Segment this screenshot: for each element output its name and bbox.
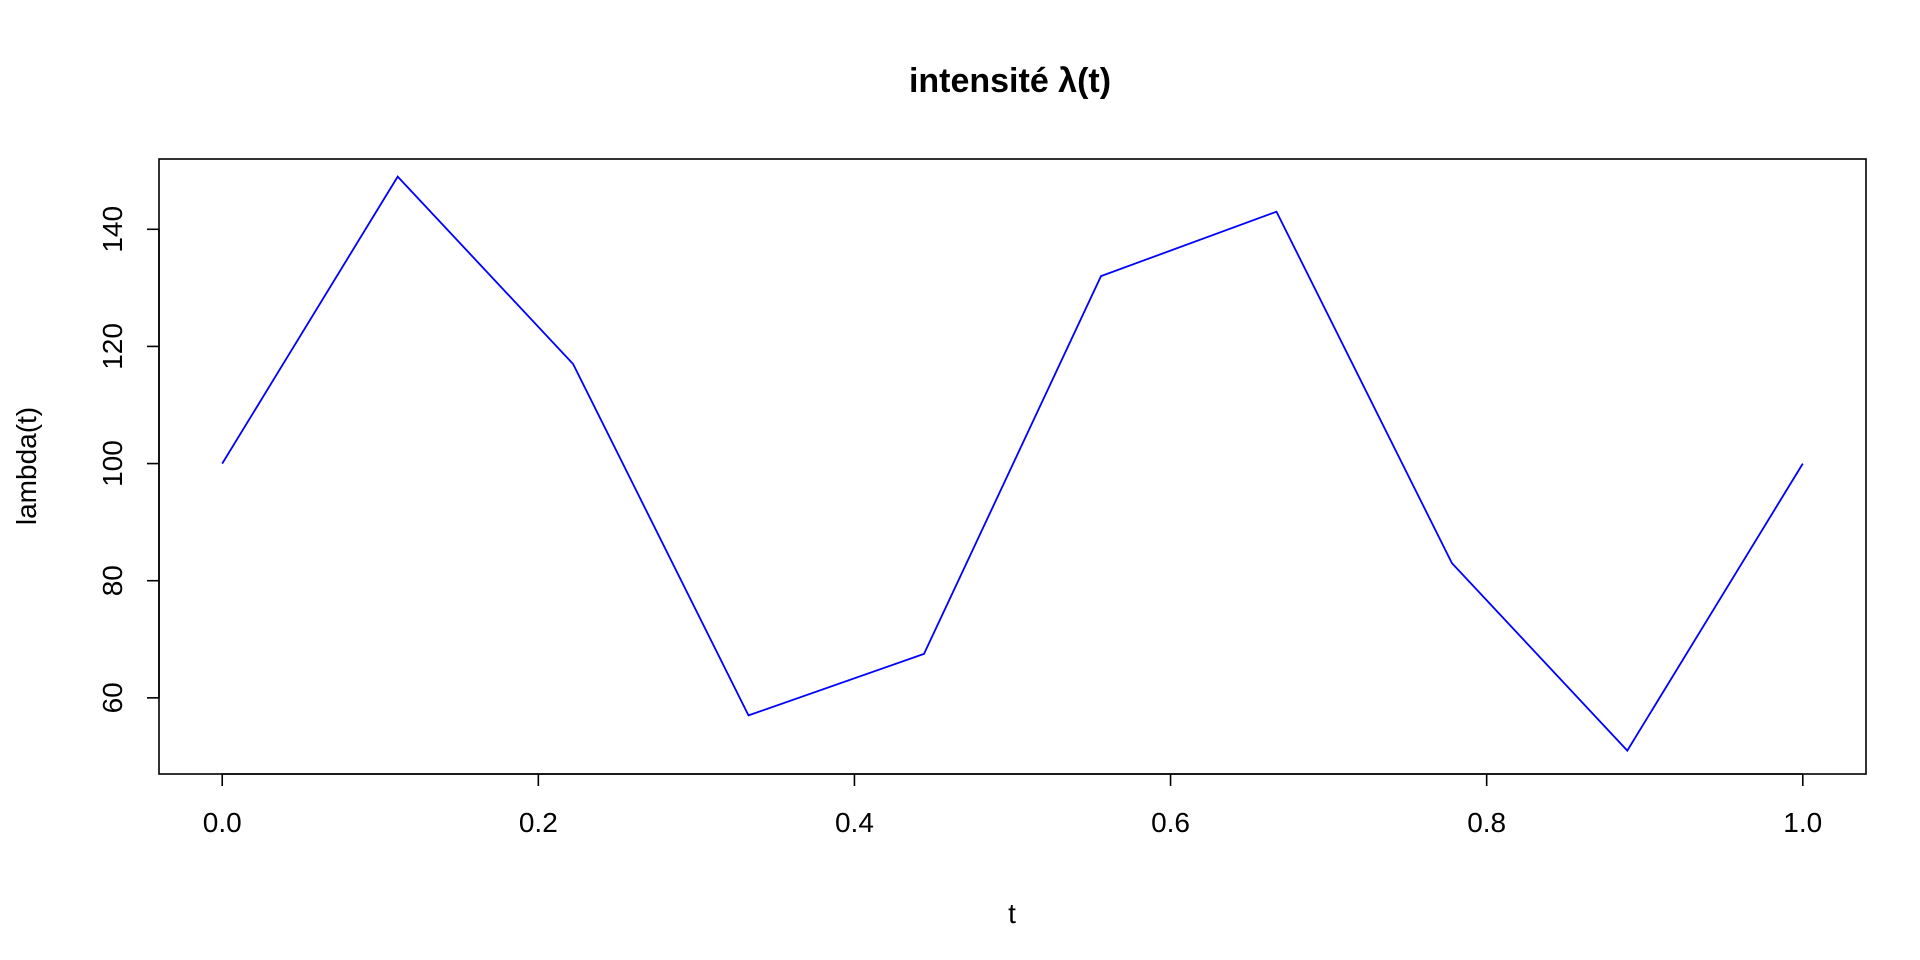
x-tick-label: 0.8 [1467,807,1506,838]
y-tick-label: 60 [97,682,128,713]
x-tick-label: 1.0 [1783,807,1822,838]
chart-title: intensité λ(t) [909,62,1111,100]
x-axis: 0.0 0.2 0.4 0.6 0.8 1.0 [203,773,1822,838]
x-axis-label: t [1008,898,1016,929]
x-tick-label: 0.2 [519,807,558,838]
y-tick-label: 100 [97,440,128,487]
x-tick-label: 0.0 [203,807,242,838]
series-layer [221,175,1804,753]
y-axis: 60 80 100 120 140 [97,206,160,713]
y-axis-label: lambda(t) [11,407,42,525]
y-tick-label: 80 [97,565,128,596]
series-line [221,175,1804,753]
y-tick-label: 120 [97,323,128,370]
x-tick-label: 0.4 [835,807,874,838]
x-tick-label: 0.6 [1151,807,1190,838]
y-tick-label: 140 [97,206,128,253]
